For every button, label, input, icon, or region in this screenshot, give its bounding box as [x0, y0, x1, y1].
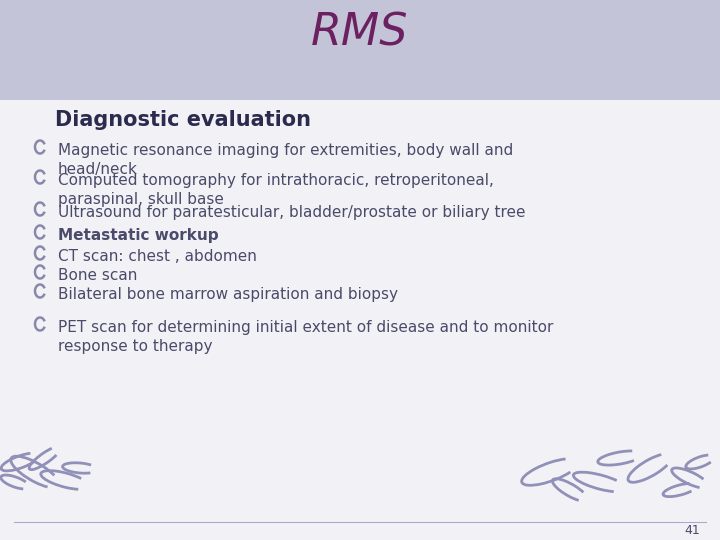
- Text: CT scan: chest , abdomen: CT scan: chest , abdomen: [58, 249, 257, 264]
- Text: Magnetic resonance imaging for extremities, body wall and
head/neck: Magnetic resonance imaging for extremiti…: [58, 143, 513, 177]
- Text: Metastatic workup: Metastatic workup: [58, 228, 219, 243]
- Text: Diagnostic evaluation: Diagnostic evaluation: [55, 110, 311, 130]
- Text: Ultrasound for paratesticular, bladder/prostate or biliary tree: Ultrasound for paratesticular, bladder/p…: [58, 205, 526, 220]
- Text: RMS: RMS: [311, 11, 409, 55]
- Text: Bone scan: Bone scan: [58, 268, 138, 283]
- Text: Computed tomography for intrathoracic, retroperitoneal,
paraspinal, skull base: Computed tomography for intrathoracic, r…: [58, 173, 494, 207]
- Bar: [0, 0, 720, 100]
- Text: Bilateral bone marrow aspiration and biopsy: Bilateral bone marrow aspiration and bio…: [58, 287, 398, 302]
- Text: 41: 41: [684, 523, 700, 537]
- Text: PET scan for determining initial extent of disease and to monitor
response to th: PET scan for determining initial extent …: [58, 320, 554, 354]
